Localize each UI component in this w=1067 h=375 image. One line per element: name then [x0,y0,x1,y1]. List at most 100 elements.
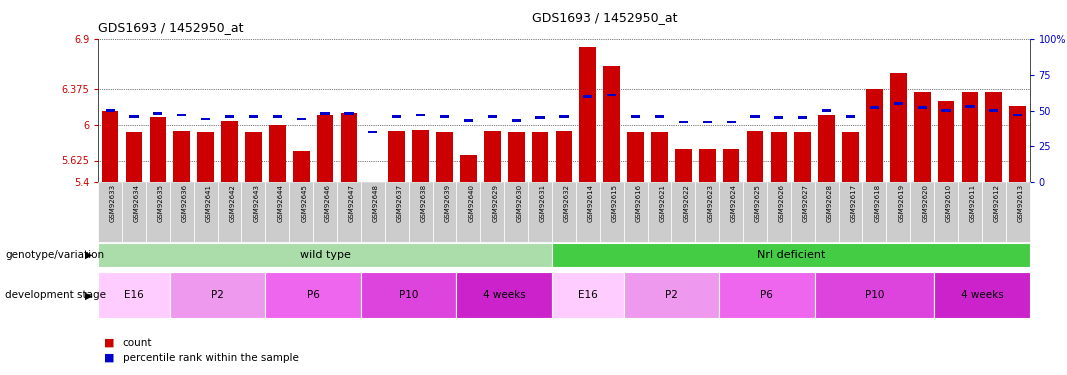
Bar [958,182,982,242]
Text: GSM92639: GSM92639 [445,184,450,222]
Bar [887,182,910,242]
Bar [388,130,405,182]
Text: GSM92623: GSM92623 [707,184,713,222]
Text: GSM92644: GSM92644 [277,184,284,222]
Bar [894,102,903,105]
Bar [675,148,691,182]
Text: GSM92641: GSM92641 [206,184,211,222]
Text: P10: P10 [864,290,885,300]
Bar [818,116,835,182]
Bar [623,182,648,242]
Text: GSM92647: GSM92647 [349,184,355,222]
Bar [313,182,337,242]
Text: GSM92640: GSM92640 [468,184,475,222]
Text: GSM92643: GSM92643 [254,184,259,222]
Bar [603,66,620,182]
Bar [743,182,767,242]
Text: ■: ■ [103,353,114,363]
Bar [122,182,146,242]
Text: GSM92616: GSM92616 [636,184,641,222]
Bar [648,182,671,242]
Text: GSM92635: GSM92635 [158,184,164,222]
Text: GSM92629: GSM92629 [492,184,498,222]
Text: percentile rank within the sample: percentile rank within the sample [123,353,299,363]
Bar [484,130,500,182]
Text: GSM92618: GSM92618 [875,184,880,222]
Bar [719,272,815,318]
Bar [747,130,763,182]
Text: GSM92612: GSM92612 [993,184,1000,222]
Text: GSM92631: GSM92631 [540,184,546,222]
Bar [671,182,696,242]
Bar [727,121,736,123]
Bar [750,115,760,118]
Bar [989,110,999,112]
Text: E16: E16 [124,290,144,300]
Bar [607,94,617,96]
Bar [815,182,839,242]
Bar [798,117,808,119]
Bar [480,182,505,242]
Bar [412,130,429,182]
Bar [225,115,234,118]
Text: GSM92633: GSM92633 [110,184,116,222]
Bar [584,95,592,98]
Text: GSM92614: GSM92614 [588,184,594,222]
Bar [289,182,313,242]
Text: GDS1693 / 1452950_at: GDS1693 / 1452950_at [531,11,678,24]
Text: P6: P6 [306,290,319,300]
Bar [910,182,934,242]
Bar [775,117,783,119]
Bar [460,155,477,182]
Bar [361,272,457,318]
Bar [934,182,958,242]
Bar [986,92,1002,182]
Bar [1013,114,1022,116]
Bar [846,115,855,118]
Bar [552,272,623,318]
Text: GSM92617: GSM92617 [850,184,857,222]
Bar [392,115,401,118]
Text: count: count [123,338,153,348]
Bar [699,148,716,182]
Bar [440,115,449,118]
Bar [197,132,214,182]
Text: GSM92632: GSM92632 [563,184,570,222]
Text: GSM92637: GSM92637 [397,184,402,222]
Text: ▶: ▶ [85,250,93,260]
Bar [98,182,122,242]
Text: GSM92610: GSM92610 [946,184,952,222]
Bar [273,115,282,118]
Text: GSM92646: GSM92646 [325,184,331,222]
Bar [218,182,241,242]
Bar [297,118,306,120]
Bar [862,182,887,242]
Bar [194,182,218,242]
Text: GSM92634: GSM92634 [134,184,140,222]
Text: ■: ■ [103,338,114,348]
Text: GSM92642: GSM92642 [229,184,236,222]
Bar [982,182,1006,242]
Text: GDS1693 / 1452950_at: GDS1693 / 1452950_at [98,21,243,34]
Bar [320,112,330,115]
Bar [791,182,815,242]
Bar [340,114,357,182]
Bar [552,182,576,242]
Bar [174,130,190,182]
Text: E16: E16 [578,290,598,300]
Bar [457,182,480,242]
Bar [436,132,452,182]
Bar [221,121,238,182]
Bar [623,272,719,318]
Bar [536,117,544,119]
Bar [795,132,811,182]
Bar [531,132,548,182]
Text: GSM92621: GSM92621 [659,184,666,222]
Bar [317,116,333,182]
Bar [409,182,432,242]
Text: GSM92627: GSM92627 [802,184,809,222]
Bar [579,47,596,182]
Bar [177,114,187,116]
Text: P6: P6 [761,290,774,300]
Bar [129,115,139,118]
